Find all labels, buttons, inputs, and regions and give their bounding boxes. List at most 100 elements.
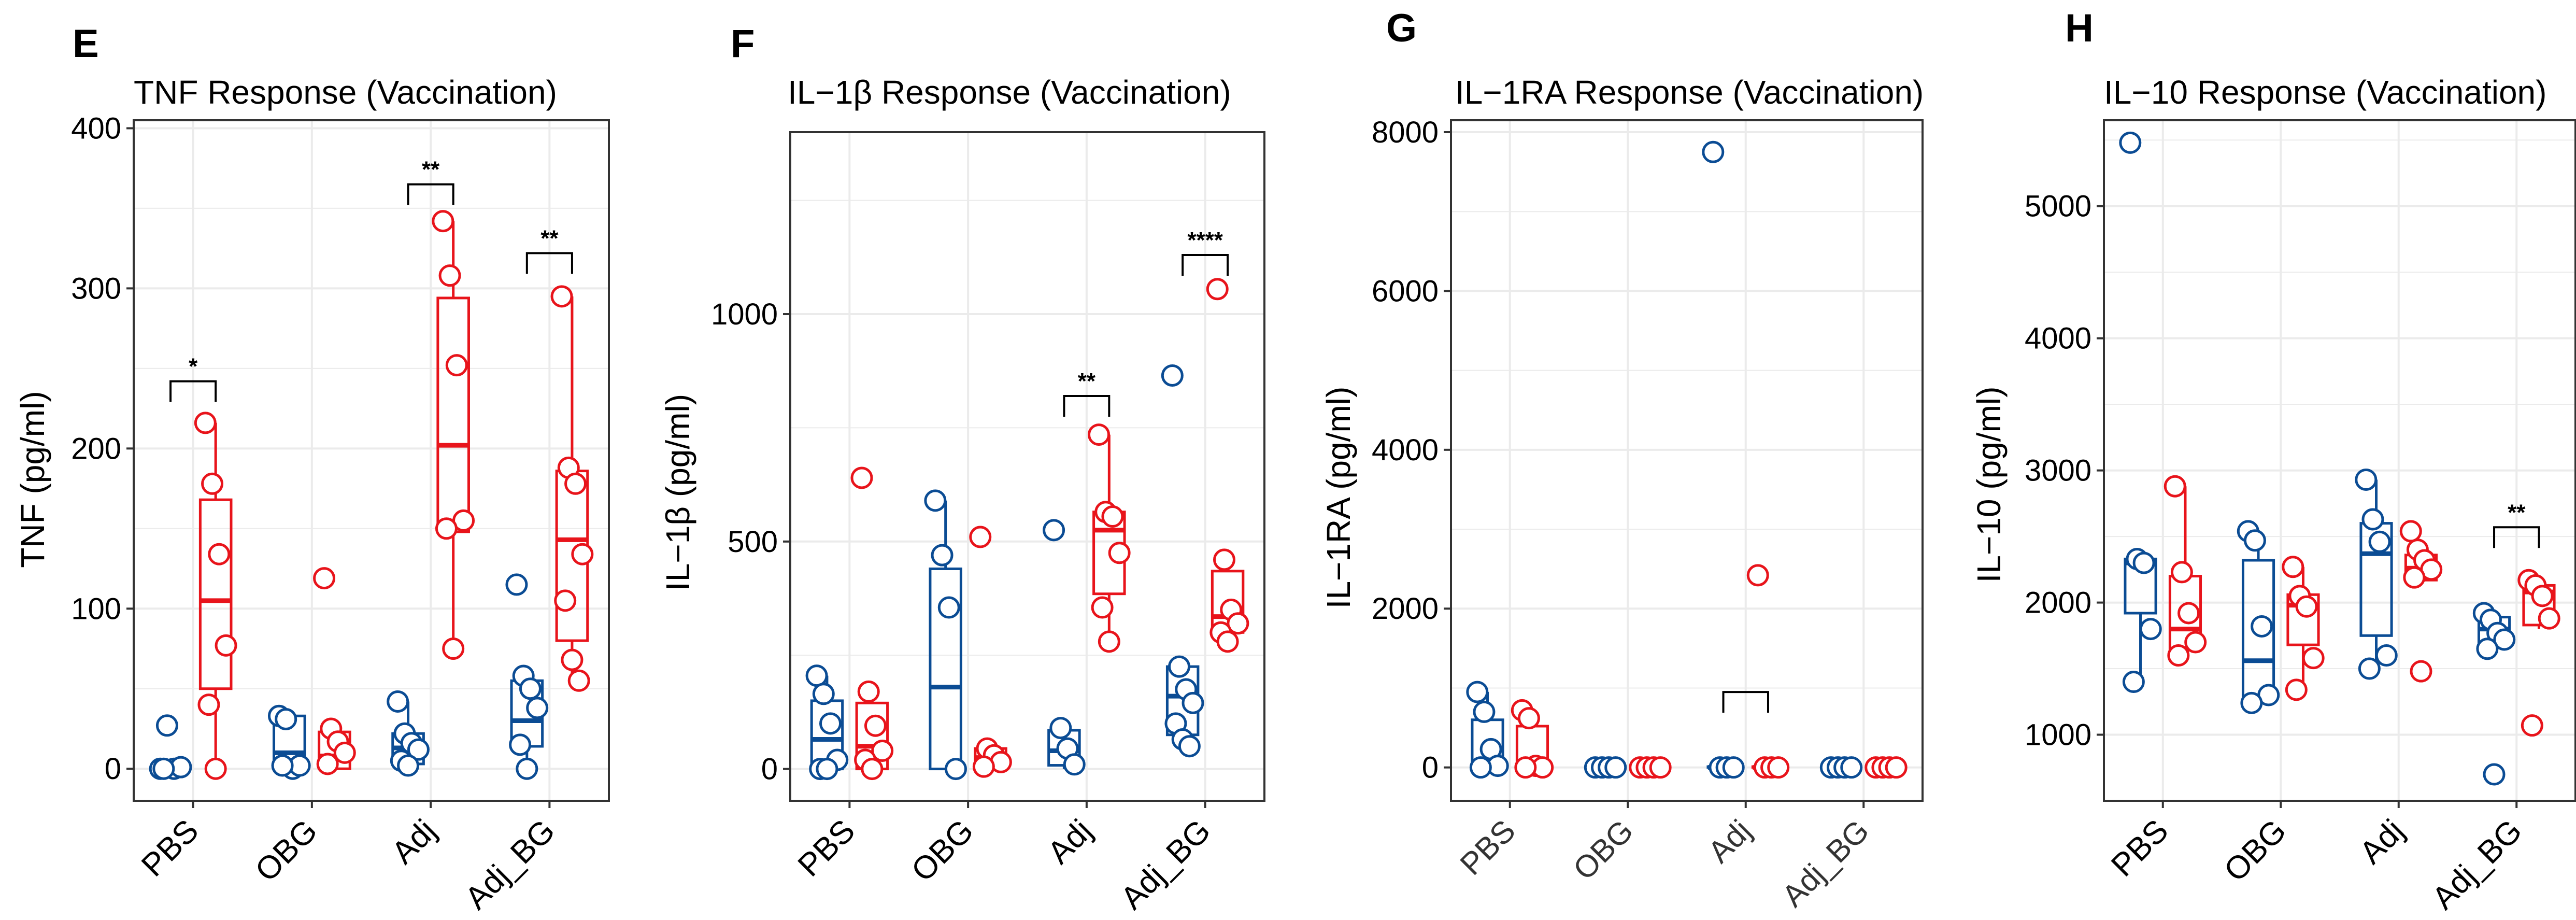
significance-label: *	[189, 354, 198, 379]
data-point	[2403, 566, 2426, 589]
y-tick-label: 5000	[2025, 190, 2091, 223]
data-point	[2184, 631, 2207, 654]
data-point	[571, 543, 594, 565]
data-point	[567, 669, 590, 692]
panel-letter: G	[1386, 6, 1417, 50]
data-point	[2167, 644, 2190, 667]
y-tick-label: 2000	[1372, 592, 1439, 626]
data-point	[931, 544, 953, 567]
x-tick-label: Adj	[385, 813, 443, 871]
data-point	[1604, 756, 1627, 779]
panel-letter: F	[731, 22, 755, 66]
data-point	[1098, 630, 1120, 653]
plot-background	[1451, 120, 1923, 801]
data-point	[1722, 756, 1745, 779]
x-tick-label: PBS	[2104, 813, 2175, 884]
data-point	[1702, 140, 1725, 163]
panel-letter: E	[73, 22, 99, 66]
x-tick-label: OBG	[249, 813, 324, 888]
data-point	[554, 589, 577, 612]
y-tick-label: 6000	[1372, 274, 1439, 308]
data-point	[2139, 618, 2162, 641]
data-point	[1049, 717, 1072, 740]
data-point	[2119, 131, 2142, 154]
data-point	[2164, 475, 2186, 498]
data-point	[387, 690, 409, 713]
x-tick-label: PBS	[1454, 813, 1522, 882]
data-point	[2538, 607, 2560, 630]
data-point	[1168, 655, 1191, 678]
data-point	[2355, 468, 2378, 491]
data-point	[2122, 671, 2145, 693]
x-tick-label: Adj_BG	[1114, 813, 1218, 916]
data-point	[435, 517, 458, 540]
panel-title: IL−1RA Response (Vaccination)	[1455, 74, 1924, 111]
data-point	[155, 714, 178, 737]
data-point	[805, 664, 828, 687]
significance-label: ****	[1187, 228, 1223, 253]
plot-background	[2104, 120, 2575, 801]
data-point	[816, 758, 838, 781]
data-point	[313, 567, 336, 590]
data-point	[2483, 763, 2506, 786]
x-tick-label: OBG	[905, 813, 980, 888]
significance-label: **	[2508, 500, 2526, 525]
data-point	[519, 677, 542, 700]
plot-frame	[1450, 119, 1924, 802]
data-point	[2375, 644, 2398, 667]
data-point	[445, 354, 468, 377]
data-point	[333, 741, 356, 764]
data-point	[407, 738, 430, 761]
data-point	[1514, 756, 1537, 779]
significance-label: **	[1078, 369, 1096, 394]
data-point	[2251, 615, 2273, 638]
data-point	[2399, 520, 2422, 543]
data-point	[316, 753, 339, 775]
data-point	[2132, 551, 2155, 574]
x-tick-label: Adj_BG	[458, 813, 562, 916]
panel-il1ra: G IL−1RA Response (Vaccination) IL−1RA (…	[1320, 6, 1924, 913]
y-tick-label: 200	[71, 432, 121, 465]
significance-bracket	[1722, 691, 1769, 713]
box	[198, 498, 233, 690]
panel-title: TNF Response (Vaccination)	[134, 74, 557, 111]
data-point	[152, 757, 175, 780]
data-point	[2521, 714, 2543, 737]
y-tick-label: 500	[728, 525, 778, 559]
data-point	[857, 680, 880, 703]
data-point	[1216, 630, 1239, 653]
data-point	[516, 757, 538, 780]
plot-frame	[2103, 119, 2576, 802]
plot-area: ** 1000 2000 3000 4000 5000 PBS OBG Adj Adj_BG	[2025, 119, 2576, 916]
data-point	[2531, 585, 2554, 607]
data-point	[438, 264, 461, 287]
data-point	[864, 714, 887, 737]
data-point	[526, 697, 549, 719]
significance-bracket	[407, 183, 454, 205]
data-point	[275, 707, 297, 730]
data-point	[1840, 756, 1863, 779]
data-point	[2302, 647, 2325, 670]
significance-bracket	[1063, 394, 1111, 417]
data-point	[969, 526, 992, 548]
data-point	[2410, 660, 2432, 683]
significance-label: **	[422, 157, 440, 182]
data-point	[2243, 529, 2266, 552]
y-axis-label: IL−1RA (pg/ml)	[1320, 387, 1357, 609]
y-tick-label: 100	[71, 592, 121, 626]
plot-frame	[133, 119, 610, 802]
data-point	[1178, 735, 1201, 758]
data-point	[944, 758, 967, 781]
panel-tnf: E TNF Response (Vaccination) TNF (pg/ml)…	[14, 22, 610, 916]
data-point	[2493, 628, 2516, 651]
data-point	[2240, 691, 2263, 714]
data-point	[1091, 596, 1114, 619]
data-point	[201, 472, 224, 495]
data-point	[1182, 691, 1204, 714]
data-point	[2358, 657, 2381, 680]
data-point	[2295, 595, 2318, 618]
significance-bracket	[169, 380, 217, 402]
data-point	[1101, 505, 1124, 528]
